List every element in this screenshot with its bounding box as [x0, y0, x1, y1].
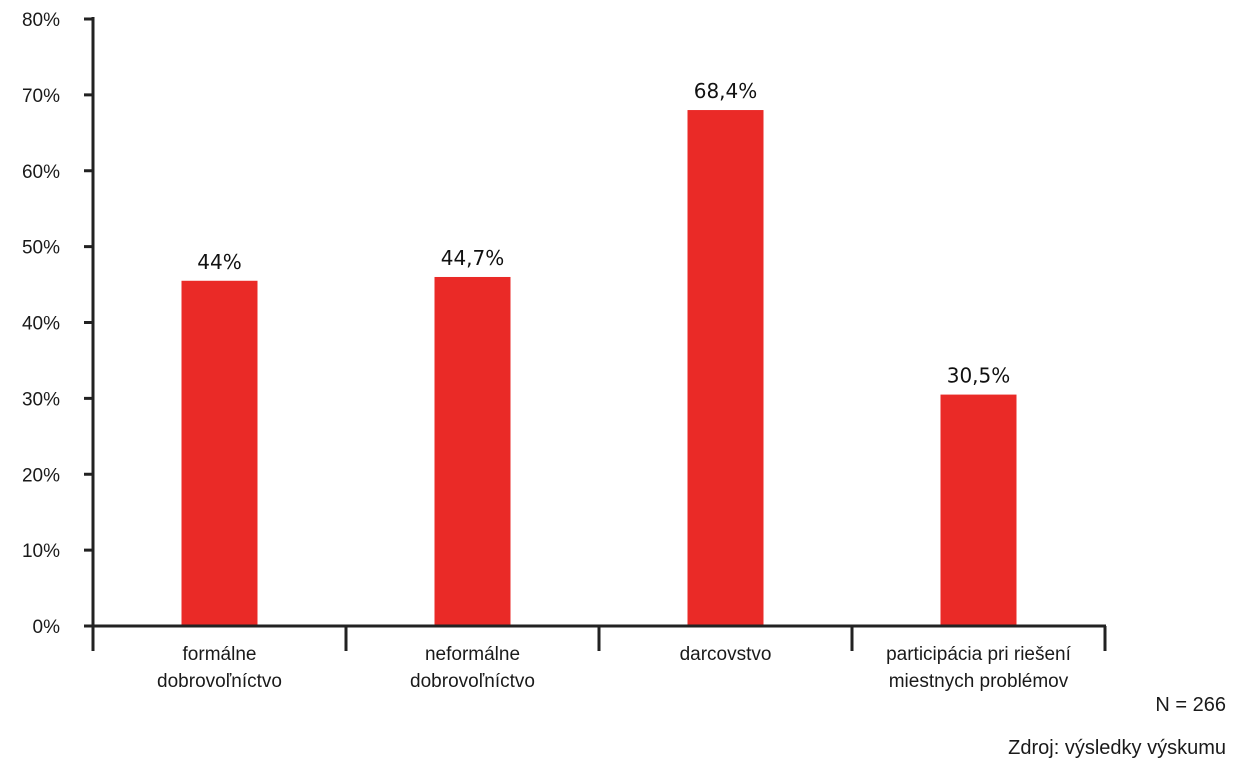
x-axis: formálne dobrovoľníctvo neformálne dobrovoľ… [91, 624, 1107, 692]
bar-value-label: 30,5% [947, 364, 1011, 388]
y-tick-label: 10% [22, 541, 60, 562]
bar [940, 394, 1017, 626]
y-tick-label: 40% [22, 314, 60, 335]
x-category-label: dobrovoľníctvo [157, 671, 282, 692]
y-axis: 0% 10% 20% 30% 40% 50% 60% 70% 80% [22, 10, 95, 639]
bar-value-label: 44% [197, 250, 241, 274]
y-tick-label: 70% [22, 86, 60, 107]
bar [687, 110, 764, 627]
bar [181, 280, 258, 626]
x-category-label: neformálne [425, 644, 520, 665]
y-tick-label: 20% [22, 465, 60, 486]
x-category-label: dobrovoľníctvo [410, 671, 535, 692]
bar-value-label: 68,4% [694, 79, 758, 103]
data-labels: 44% 44,7% 68,4% 30,5% [197, 79, 1010, 388]
bars [181, 110, 1017, 627]
y-tick-label: 50% [22, 238, 60, 259]
y-tick-label: 0% [33, 617, 61, 638]
bar-value-label: 44,7% [441, 246, 505, 270]
y-tick-label: 80% [22, 10, 60, 31]
x-category-label: miestnych problémov [889, 671, 1069, 692]
y-tick-label: 30% [22, 389, 60, 410]
source-note: Zdroj: výsledky výskumu [1008, 737, 1226, 759]
bar [434, 276, 511, 626]
y-tick-label: 60% [22, 162, 60, 183]
x-category-label: formálne [183, 644, 257, 665]
x-category-label: darcovstvo [680, 644, 772, 665]
sample-size-note: N = 266 [1155, 694, 1226, 716]
x-category-label: participácia pri riešení [886, 644, 1072, 665]
